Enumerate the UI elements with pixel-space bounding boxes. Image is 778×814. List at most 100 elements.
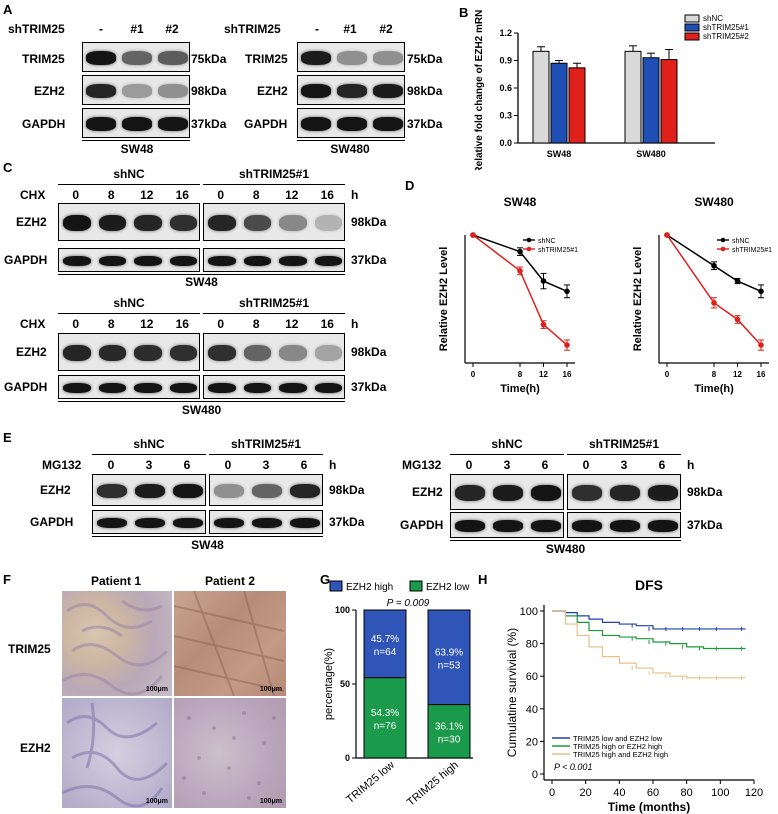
d-point bbox=[540, 321, 547, 328]
timepoint-label: 3 bbox=[262, 458, 270, 472]
timepoint-label: 12 bbox=[140, 317, 154, 331]
blot-band bbox=[301, 84, 331, 98]
g-segment-count: n=64 bbox=[374, 647, 397, 658]
panel-label-g: G bbox=[320, 572, 331, 587]
g-segment-count: n=30 bbox=[438, 734, 461, 745]
a-header-label-sw48: shTRIM25 bbox=[8, 22, 65, 36]
blot-band bbox=[214, 483, 244, 499]
b-category-label: SW480 bbox=[636, 149, 666, 159]
g-ytick-label: 50 bbox=[340, 679, 350, 689]
timepoint-label: 12 bbox=[285, 317, 299, 331]
blot-band bbox=[290, 483, 320, 499]
blot-band bbox=[279, 382, 307, 394]
d-point bbox=[758, 288, 764, 295]
b-legend-label: shNC bbox=[703, 14, 723, 23]
blot-band bbox=[279, 344, 307, 362]
a-lane-label: #2 bbox=[379, 22, 393, 36]
timepoint-label: 8 bbox=[252, 317, 260, 331]
d-series-line bbox=[472, 234, 568, 293]
timepoint-label: 0 bbox=[582, 458, 590, 472]
blot-band bbox=[337, 51, 367, 65]
g-segment-count: n=53 bbox=[438, 660, 461, 671]
blot-band bbox=[572, 485, 602, 501]
blot-band bbox=[279, 214, 307, 232]
cell-underline bbox=[92, 536, 323, 537]
blot-strip bbox=[82, 42, 190, 72]
g-segment-percent: 54.3% bbox=[371, 708, 399, 719]
panel-label-c: C bbox=[3, 160, 13, 175]
blot-band bbox=[648, 520, 678, 532]
a-size-label: 75kDa bbox=[191, 52, 227, 66]
h-legend-label: TRIM25 high and EZH2 high bbox=[573, 750, 668, 759]
group-underline bbox=[58, 313, 200, 314]
blot-band bbox=[243, 214, 271, 232]
blot-band bbox=[122, 117, 152, 131]
cell-label: SW48 bbox=[191, 538, 224, 552]
blot-band bbox=[122, 51, 152, 65]
a-size-label: 75kDa bbox=[407, 52, 443, 66]
blot-strip bbox=[203, 375, 345, 399]
d-legend-marker bbox=[526, 246, 532, 252]
panel-label-a: A bbox=[3, 2, 13, 17]
h-ytick-label: 0 bbox=[532, 769, 538, 781]
h-title: DFS bbox=[635, 577, 663, 593]
group-underline bbox=[567, 454, 681, 455]
h-ytick-label: 60 bbox=[526, 671, 538, 683]
blot-band bbox=[314, 382, 342, 394]
timepoint-label: 3 bbox=[145, 458, 153, 472]
group-label: shNC bbox=[133, 437, 165, 451]
b-legend-swatch bbox=[684, 23, 700, 32]
blot-band bbox=[208, 382, 236, 394]
treatment-label: MG132 bbox=[42, 458, 82, 472]
blot-strip bbox=[58, 333, 200, 371]
blot-strip bbox=[82, 108, 190, 138]
g-ytick-label: 100 bbox=[335, 605, 350, 615]
blot-strip bbox=[203, 203, 345, 241]
blot-band bbox=[290, 517, 320, 529]
blot-band bbox=[86, 117, 116, 131]
unit-label: h bbox=[351, 317, 359, 331]
protein-label: EZH2 bbox=[40, 483, 71, 497]
h-legend-label: TRIM25 high or EZH2 high bbox=[573, 742, 662, 751]
f-column-label: Patient 1 bbox=[90, 574, 142, 588]
a-row-label: GAPDH bbox=[22, 117, 66, 131]
b-legend-swatch bbox=[684, 14, 700, 23]
d-xtick-label: 16 bbox=[757, 370, 766, 379]
a-row-label: EZH2 bbox=[34, 84, 65, 98]
blot-strip bbox=[92, 510, 206, 534]
group-label: shTRIM25#1 bbox=[238, 296, 310, 310]
group-underline bbox=[58, 184, 200, 185]
h-ytick-label: 20 bbox=[526, 736, 538, 748]
blot-band bbox=[314, 255, 342, 267]
unit-label: h bbox=[329, 458, 337, 472]
a-lane-label: #1 bbox=[130, 22, 144, 36]
g-bar-segment bbox=[427, 704, 471, 759]
h-xtick-label: 100 bbox=[711, 787, 729, 799]
g-legend-swatch bbox=[329, 580, 343, 592]
g-bar-segment bbox=[363, 609, 407, 679]
b-ytick-label: 1.2 bbox=[499, 28, 512, 38]
d-series-line bbox=[472, 234, 568, 346]
timepoint-label: 16 bbox=[320, 188, 334, 202]
a-header-label-sw480: shTRIM25 bbox=[224, 22, 281, 36]
d-xlabel: Time(h) bbox=[694, 383, 734, 395]
blot-band bbox=[208, 344, 236, 362]
blot-band bbox=[98, 255, 126, 267]
f-column-label: Patient 2 bbox=[204, 574, 256, 588]
group-label: shTRIM25#1 bbox=[588, 437, 660, 451]
blot-strip bbox=[58, 248, 200, 272]
group-label: shNC bbox=[113, 296, 145, 310]
blot-band bbox=[86, 84, 116, 98]
blot-band bbox=[531, 485, 561, 501]
timepoint-label: 0 bbox=[217, 317, 225, 331]
blot-band bbox=[648, 485, 678, 501]
timepoint-label: 6 bbox=[541, 458, 549, 472]
h-ytick-label: 80 bbox=[526, 639, 538, 651]
blot-strip bbox=[567, 512, 681, 538]
scale-bar-label: 100μm bbox=[145, 686, 168, 693]
d-xtick-label: 0 bbox=[471, 370, 476, 379]
group-underline bbox=[450, 454, 564, 455]
b-ytick-label: 0.3 bbox=[499, 111, 512, 121]
blot-band bbox=[97, 483, 127, 499]
